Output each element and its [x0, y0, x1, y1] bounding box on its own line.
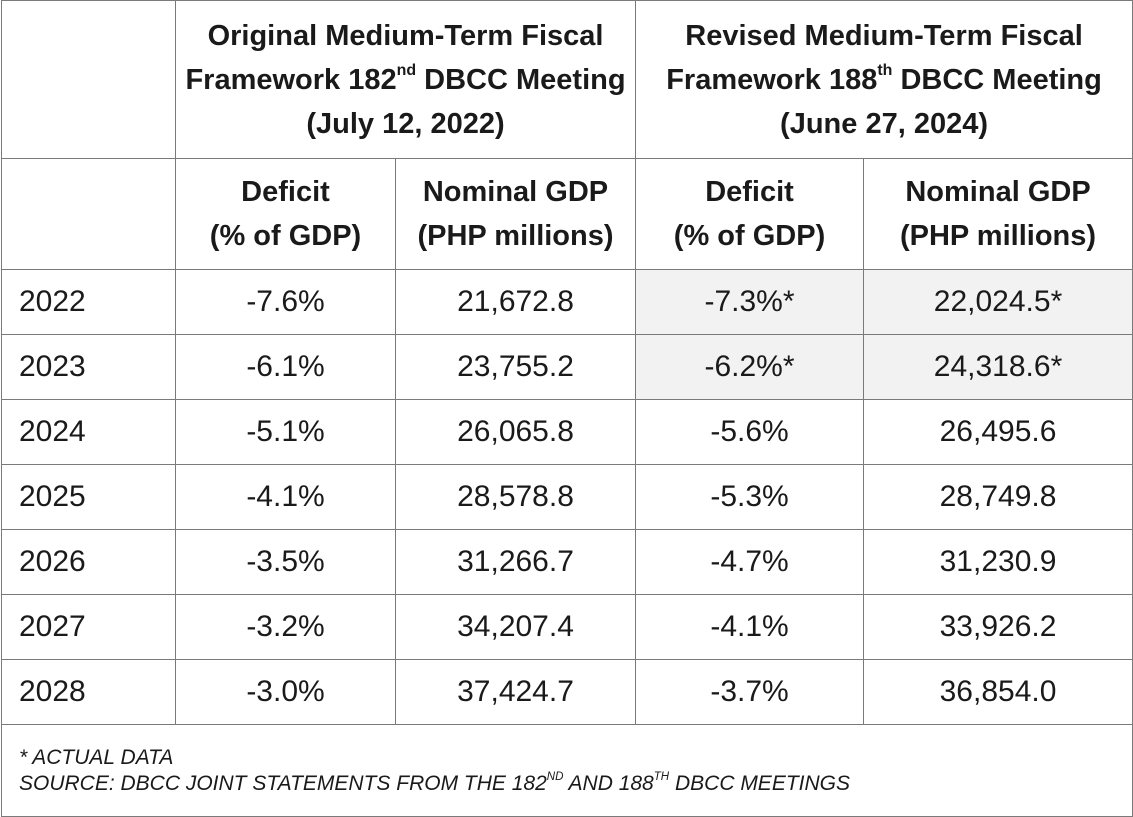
- revised-gdp-cell: 28,749.8: [863, 464, 1133, 530]
- revised-gdp-cell: 26,495.6: [863, 399, 1133, 465]
- column-header-row: Deficit (% of GDP) Nominal GDP (PHP millio…: [1, 158, 1133, 270]
- original-deficit-cell: -3.0%: [175, 659, 396, 725]
- original-deficit-cell: -5.1%: [175, 399, 396, 465]
- original-gdp-cell: 26,065.8: [394, 399, 637, 465]
- group-header-row: Original Medium-Term Fiscal Framework 18…: [1, 0, 1133, 159]
- original-deficit-header: Deficit (% of GDP): [175, 158, 396, 270]
- original-gdp-cell: 34,207.4: [394, 594, 637, 660]
- revised-deficit-cell: -4.1%: [635, 594, 865, 660]
- year-cell: 2027: [1, 594, 176, 660]
- original-deficit-cell: -4.1%: [175, 464, 396, 530]
- year-cell: 2025: [1, 464, 176, 530]
- year-cell: 2028: [1, 659, 176, 725]
- footnote-row: * ACTUAL DATA SOURCE: DBCC JOINT STATEME…: [0, 724, 1133, 817]
- original-gdp-cell: 37,424.7: [394, 659, 637, 725]
- year-cell: 2023: [1, 334, 176, 400]
- original-framework-header: Original Medium-Term Fiscal Framework 18…: [174, 0, 637, 159]
- actual-data-note: * ACTUAL DATA: [19, 745, 174, 769]
- revised-framework-header: Revised Medium-Term Fiscal Framework 188…: [635, 0, 1133, 159]
- revised-deficit-cell: -5.6%: [635, 399, 865, 465]
- year-header-blank: [1, 0, 176, 159]
- revised-gdp-cell: 22,024.5*: [863, 269, 1133, 335]
- table-row: 2024 -5.1% 26,065.8 -5.6% 26,495.6: [1, 399, 1133, 465]
- year-header-blank-2: [1, 158, 176, 270]
- revised-gdp-header: Nominal GDP (PHP millions): [863, 158, 1133, 270]
- year-cell: 2022: [1, 269, 176, 335]
- table-row: 2027 -3.2% 34,207.4 -4.1% 33,926.2: [1, 594, 1133, 660]
- table-row: 2028 -3.0% 37,424.7 -3.7% 36,854.0: [1, 659, 1133, 725]
- revised-gdp-cell: 24,318.6*: [863, 334, 1133, 400]
- footnote: * ACTUAL DATA SOURCE: DBCC JOINT STATEME…: [0, 724, 1133, 817]
- year-cell: 2024: [1, 399, 176, 465]
- original-gdp-cell: 23,755.2: [394, 334, 637, 400]
- revised-gdp-cell: 31,230.9: [863, 529, 1133, 595]
- revised-gdp-cell: 36,854.0: [863, 659, 1133, 725]
- original-gdp-cell: 21,672.8: [394, 269, 637, 335]
- table-row: 2023 -6.1% 23,755.2 -6.2%* 24,318.6*: [1, 334, 1133, 400]
- revised-deficit-cell: -4.7%: [635, 529, 865, 595]
- table-row: 2026 -3.5% 31,266.7 -4.7% 31,230.9: [1, 529, 1133, 595]
- revised-deficit-cell: -5.3%: [635, 464, 865, 530]
- year-cell: 2026: [1, 529, 176, 595]
- revised-deficit-header: Deficit (% of GDP): [635, 158, 865, 270]
- original-gdp-header: Nominal GDP (PHP millions): [394, 158, 637, 270]
- original-gdp-cell: 31,266.7: [394, 529, 637, 595]
- revised-deficit-cell: -6.2%*: [635, 334, 865, 400]
- revised-gdp-cell: 33,926.2: [863, 594, 1133, 660]
- table-row: 2022 -7.6% 21,672.8 -7.3%* 22,024.5*: [1, 269, 1133, 335]
- source-note: SOURCE: DBCC JOINT STATEMENTS FROM THE 1…: [19, 770, 850, 795]
- table-row: 2025 -4.1% 28,578.8 -5.3% 28,749.8: [1, 464, 1133, 530]
- revised-deficit-cell: -7.3%*: [635, 269, 865, 335]
- original-deficit-cell: -3.5%: [175, 529, 396, 595]
- original-deficit-cell: -6.1%: [175, 334, 396, 400]
- original-deficit-cell: -3.2%: [175, 594, 396, 660]
- revised-deficit-cell: -3.7%: [635, 659, 865, 725]
- original-gdp-cell: 28,578.8: [394, 464, 637, 530]
- original-deficit-cell: -7.6%: [175, 269, 396, 335]
